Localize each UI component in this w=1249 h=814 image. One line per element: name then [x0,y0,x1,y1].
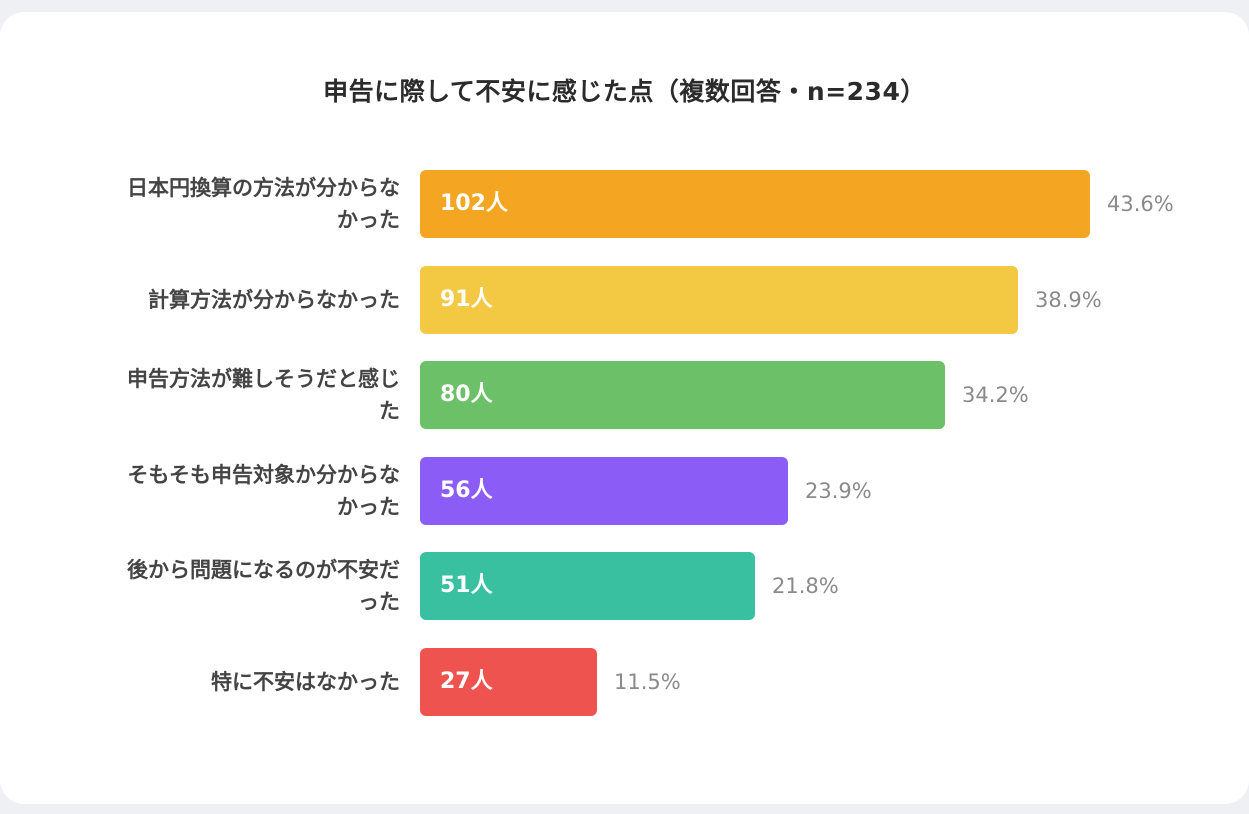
category-label-line: 申告方法が難しそうだと感じ [127,367,400,391]
bar [420,457,788,525]
bar-value-label: 91人 [440,287,493,312]
bar-value-label: 56人 [440,478,493,503]
category-label-line: た [379,399,400,423]
bar [420,266,1018,334]
bar [420,170,1090,238]
bar-percent-label: 38.9% [1035,288,1102,312]
bar-percent-label: 23.9% [805,479,872,503]
bar-value-label: 80人 [440,382,493,407]
category-label-line: 特に不安はなかった [211,670,400,694]
bar-value-label: 51人 [440,573,493,598]
category-label-line: かった [337,208,400,232]
category-label-line: 日本円換算の方法が分からな [127,176,400,200]
category-label: 申告方法が難しそうだと感じた [60,363,400,427]
bar-percent-label: 34.2% [962,383,1029,407]
category-label: 計算方法が分からなかった [60,284,400,316]
category-label: 特に不安はなかった [60,666,400,698]
bar-value-label: 27人 [440,669,493,694]
bar [420,552,755,620]
bar-percent-label: 43.6% [1107,192,1174,216]
category-label: そもそも申告対象か分からなかった [60,459,400,523]
category-label-line: かった [337,495,400,519]
chart-title: 申告に際して不安に感じた点（複数回答・n=234） [323,77,926,106]
category-label-line: 後から問題になるのが不安だ [127,558,400,582]
bar-percent-label: 11.5% [614,670,681,694]
category-label-line: 計算方法が分からなかった [148,288,400,312]
bar-value-label: 102人 [440,191,508,216]
bar [420,648,597,716]
category-label-line: った [358,590,400,614]
category-label: 日本円換算の方法が分からなかった [60,172,400,236]
bar-percent-label: 21.8% [772,574,839,598]
category-label-line: そもそも申告対象か分からな [127,463,400,487]
category-label: 後から問題になるのが不安だった [60,554,400,618]
bar [420,361,945,429]
